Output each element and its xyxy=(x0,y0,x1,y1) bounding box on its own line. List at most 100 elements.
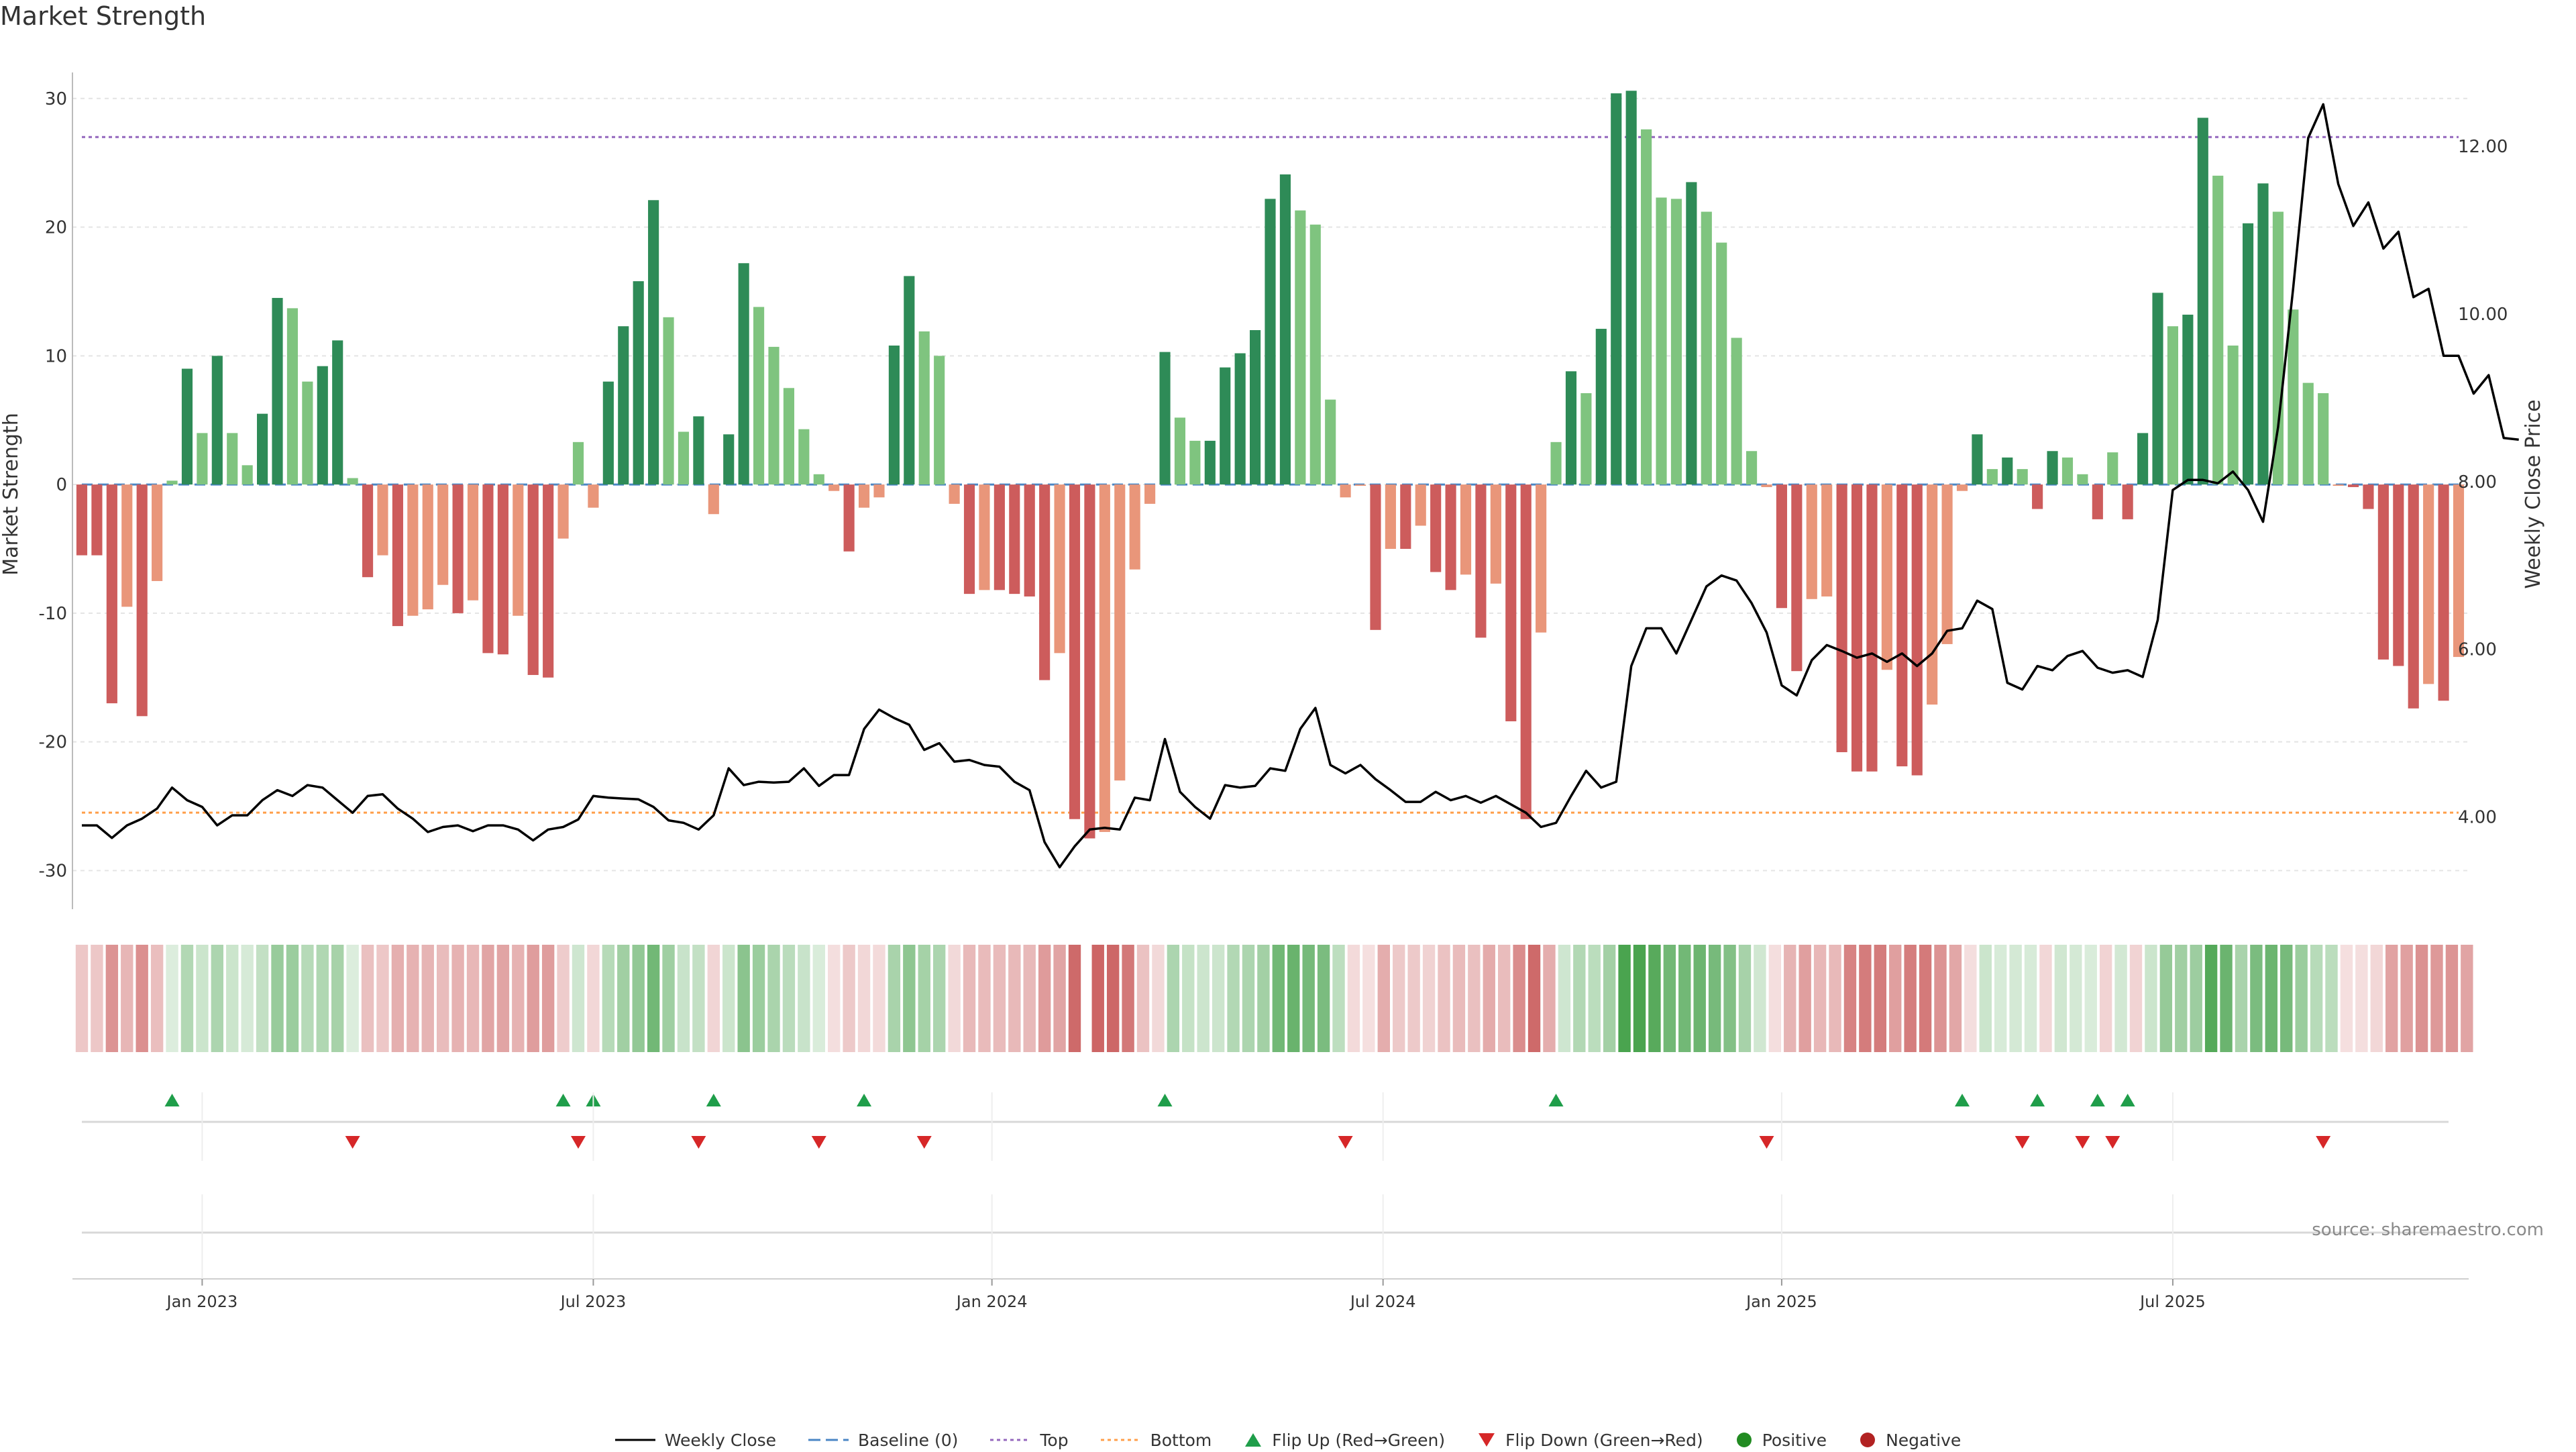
strength-bar xyxy=(437,484,449,585)
strength-bar xyxy=(1325,399,1336,485)
strength-bar xyxy=(1851,484,1863,772)
heat-cell xyxy=(677,945,690,1052)
heat-cell xyxy=(2175,945,2188,1052)
strength-bar xyxy=(407,484,419,616)
flip-down-marker xyxy=(1338,1136,1353,1149)
heat-cell xyxy=(857,945,871,1052)
right-tick-label: 4.00 xyxy=(2458,808,2497,828)
flip-down-marker xyxy=(2015,1136,2030,1149)
strength-bar xyxy=(2408,484,2419,709)
strength-bar xyxy=(2122,484,2133,519)
strength-bar xyxy=(197,433,208,485)
heat-cell xyxy=(2039,945,2052,1052)
strength-bar xyxy=(918,331,930,485)
heat-cell xyxy=(2385,945,2398,1052)
heat-cell xyxy=(361,945,374,1052)
heat-cell xyxy=(1738,945,1752,1052)
heat-cell xyxy=(828,945,841,1052)
heat-cell xyxy=(843,945,855,1052)
heat-cell xyxy=(1603,945,1616,1052)
legend-label: Top xyxy=(1040,1430,1069,1450)
strength-bar xyxy=(1941,484,1953,644)
strength-bar xyxy=(708,484,719,515)
heat-cell xyxy=(2159,945,2173,1052)
heat-cell xyxy=(1152,945,1165,1052)
x-tick-label: Jul 2023 xyxy=(559,1292,627,1311)
heat-cell xyxy=(1754,945,1766,1052)
heat-cell xyxy=(948,945,961,1052)
heat-cell xyxy=(121,945,133,1052)
heat-cell xyxy=(1994,945,2007,1052)
x-tick-label: Jan 2024 xyxy=(955,1292,1028,1311)
heat-cell xyxy=(737,945,750,1052)
heat-cell xyxy=(1708,945,1721,1052)
x-tick-label: Jul 2025 xyxy=(2139,1292,2206,1311)
strength-bar xyxy=(678,431,690,485)
strength-bar xyxy=(1099,484,1110,832)
strength-bar xyxy=(1550,442,1562,485)
heat-cell xyxy=(436,945,449,1052)
strength-bar xyxy=(1716,242,1727,485)
heat-cell xyxy=(752,945,765,1052)
strength-bar xyxy=(76,484,88,556)
strength-bar xyxy=(1309,224,1321,485)
heat-cell xyxy=(767,945,780,1052)
heat-cell xyxy=(2355,945,2368,1052)
strength-bar xyxy=(152,484,163,581)
strength-bar xyxy=(1656,197,1667,485)
heat-cell xyxy=(1889,945,1902,1052)
flip-down-marker xyxy=(2105,1136,2121,1149)
strength-bar xyxy=(2047,451,2058,485)
strength-bar xyxy=(2017,469,2028,485)
strength-bar xyxy=(1821,484,1833,597)
strength-bar xyxy=(1625,91,1637,485)
heat-cell xyxy=(1287,945,1300,1052)
strength-bar xyxy=(994,484,1005,590)
heat-cell xyxy=(692,945,705,1052)
legend-top: Top xyxy=(990,1430,1069,1450)
flip-down-marker xyxy=(570,1136,586,1149)
strength-bar xyxy=(1279,174,1291,485)
positive-dot-icon xyxy=(1736,1433,1752,1447)
flip-up-marker xyxy=(2120,1094,2135,1106)
heat-cell xyxy=(2370,945,2383,1052)
heat-cell xyxy=(466,945,480,1052)
heat-cell xyxy=(1393,945,1405,1052)
strength-bar xyxy=(1686,182,1697,485)
heat-cell xyxy=(1091,945,1104,1052)
strength-bar xyxy=(2272,211,2284,485)
heat-cell xyxy=(2145,945,2157,1052)
strength-bar xyxy=(106,484,117,704)
flip-up-marker xyxy=(164,1094,180,1106)
x-tick-label: Jul 2024 xyxy=(1349,1292,1416,1311)
flip-up-marker xyxy=(1955,1094,1970,1106)
legend-flip-up: Flip Up (Red→Green) xyxy=(1244,1431,1445,1450)
strength-bar xyxy=(904,276,915,485)
heat-cell xyxy=(301,945,314,1052)
strength-bar xyxy=(1189,440,1201,485)
strength-bar xyxy=(1475,484,1487,638)
strength-bar xyxy=(949,484,960,504)
right-axis-label: Weekly Close Price xyxy=(2522,399,2545,588)
strength-bar xyxy=(1866,484,1878,772)
heat-cell xyxy=(1122,945,1134,1052)
strength-bar xyxy=(1490,484,1501,584)
strength-bar xyxy=(1836,484,1847,753)
strength-bar xyxy=(1430,484,1442,572)
strength-bar xyxy=(1204,440,1216,485)
strength-bar xyxy=(1129,484,1140,570)
heat-cell xyxy=(587,945,600,1052)
strength-bar xyxy=(497,484,508,655)
right-tick-label: 8.00 xyxy=(2458,472,2497,492)
strength-bar xyxy=(1611,93,1622,485)
heat-cell xyxy=(572,945,585,1052)
heat-cell xyxy=(1182,945,1195,1052)
strength-bar xyxy=(2152,293,2163,485)
strength-bar xyxy=(2061,457,2074,485)
heat-cell xyxy=(993,945,1006,1052)
heat-cell xyxy=(1347,945,1360,1052)
heat-cell xyxy=(1799,945,1811,1052)
heat-cell xyxy=(482,945,494,1052)
strength-bar xyxy=(1174,417,1186,485)
heat-cell xyxy=(1618,945,1631,1052)
